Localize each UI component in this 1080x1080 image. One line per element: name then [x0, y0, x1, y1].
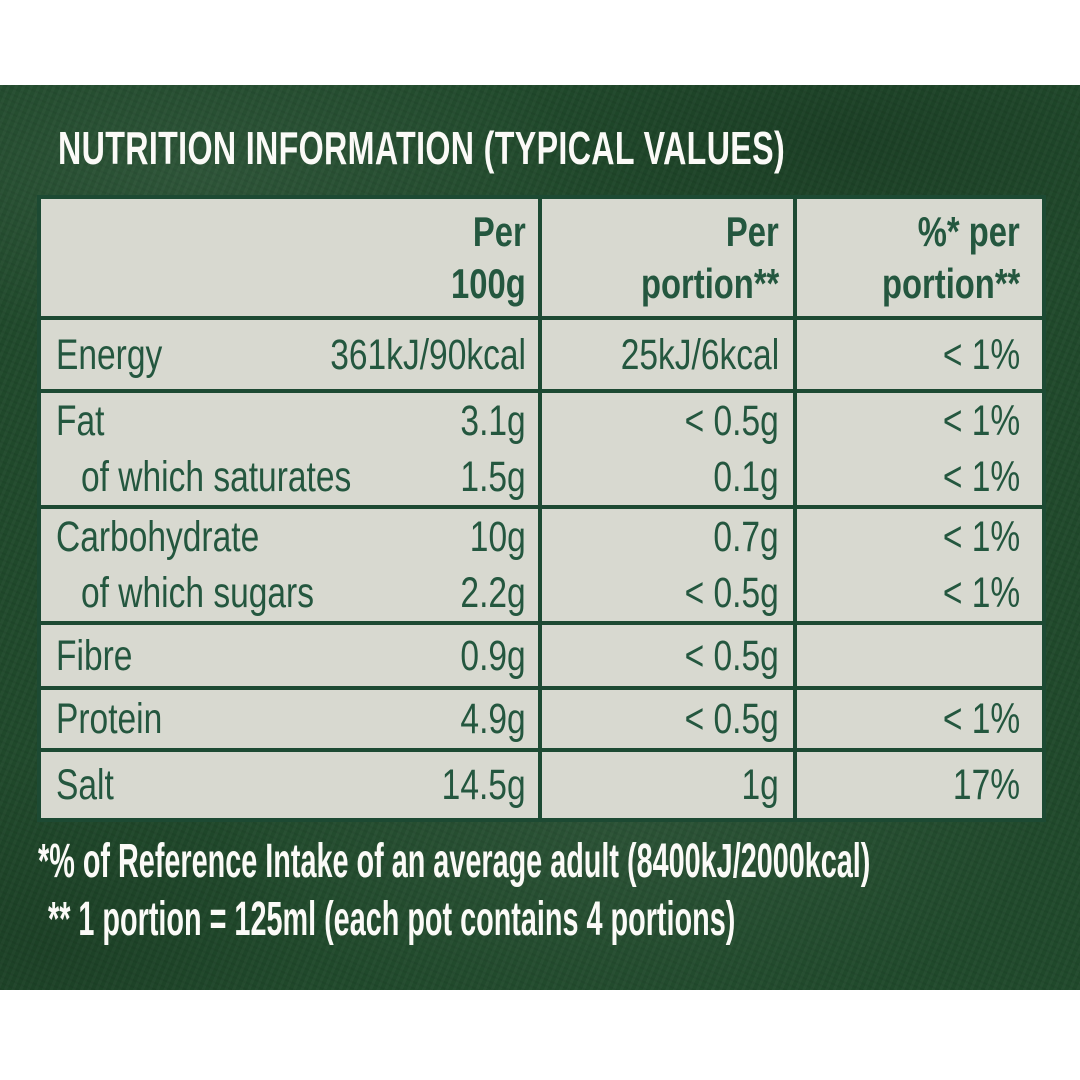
row-label: Salt — [56, 761, 114, 809]
row-fat: Fat 3.1g of which saturates 1.5g < 0.5g … — [37, 389, 1046, 509]
value-per-100g: 1.5g — [460, 453, 526, 501]
value-per-portion: < 0.5g — [684, 569, 779, 617]
cell-fat-label-per100g: Fat 3.1g of which saturates 1.5g — [37, 389, 542, 509]
cell-carb-portion: 0.7g < 0.5g — [538, 505, 797, 625]
value-pct-portion: < 1% — [942, 453, 1020, 501]
value-pct-portion: < 1% — [942, 569, 1020, 617]
row-protein: Protein 4.9g < 0.5g < 1% — [37, 686, 1046, 752]
panel-title: NUTRITION INFORMATION (TYPICAL VALUES) — [58, 121, 1080, 175]
value-per-portion: < 0.5g — [684, 631, 779, 680]
footnote-portion-definition: ** 1 portion = 125ml (each pot contains … — [48, 893, 736, 946]
cell-fat-portion: < 0.5g 0.1g — [538, 389, 797, 509]
value-per-100g: 0.9g — [460, 631, 526, 680]
cell-energy-pct: < 1% — [793, 316, 1046, 393]
value-pct-portion: < 1% — [942, 695, 1020, 743]
value-per-portion: < 0.5g — [684, 397, 779, 445]
cell-fibre-label-per100g: Fibre 0.9g — [37, 621, 542, 690]
nutrition-table: Per 100g Per portion** %* per portion** … — [37, 195, 1046, 822]
value-pct-portion: 17% — [952, 761, 1020, 809]
cell-carb-pct: < 1% < 1% — [793, 505, 1046, 625]
row-salt: Salt 14.5g 1g 17% — [37, 748, 1046, 822]
value-per-100g: 4.9g — [460, 695, 526, 743]
footnote-reference-intake: *% of Reference Intake of an average adu… — [38, 835, 871, 888]
cell-salt-portion: 1g — [538, 748, 797, 822]
table-header-row: Per 100g Per portion** %* per portion** — [37, 195, 1046, 320]
cell-protein-pct: < 1% — [793, 686, 1046, 752]
value-pct-portion: < 1% — [942, 330, 1020, 379]
nutrition-panel: NUTRITION INFORMATION (TYPICAL VALUES) P… — [0, 85, 1080, 990]
value-per-100g: 3.1g — [460, 397, 526, 445]
row-sublabel: of which saturates — [80, 453, 352, 501]
value-per-portion: 0.1g — [713, 453, 779, 501]
row-label: Energy — [56, 330, 163, 379]
value-per-100g: 361kJ/90kcal — [330, 330, 526, 379]
value-per-portion: 0.7g — [713, 513, 779, 561]
value-per-100g: 14.5g — [442, 761, 526, 809]
value-per-100g: 10g — [470, 513, 526, 561]
value-pct-portion: < 1% — [942, 513, 1020, 561]
value-per-portion: 1g — [741, 761, 779, 809]
row-carbohydrate: Carbohydrate 10g of which sugars 2.2g 0.… — [37, 505, 1046, 625]
cell-fibre-portion: < 0.5g — [538, 621, 797, 690]
row-fibre: Fibre 0.9g < 0.5g — [37, 621, 1046, 690]
row-label: Fibre — [56, 631, 133, 680]
row-sublabel: of which sugars — [80, 569, 314, 617]
header-pct-per-portion: %* per portion** — [793, 195, 1046, 320]
header-per-100g: Per 100g — [37, 195, 542, 320]
cell-energy-portion: 25kJ/6kcal — [538, 316, 797, 393]
cell-salt-pct: 17% — [793, 748, 1046, 822]
cell-fibre-pct — [793, 621, 1046, 690]
cell-energy-label-per100g: Energy 361kJ/90kcal — [37, 316, 542, 393]
footnotes: *% of Reference Intake of an average adu… — [38, 833, 1080, 949]
cell-protein-label-per100g: Protein 4.9g — [37, 686, 542, 752]
value-pct-portion: < 1% — [942, 397, 1020, 445]
row-energy: Energy 361kJ/90kcal 25kJ/6kcal < 1% — [37, 316, 1046, 393]
row-label: Fat — [56, 397, 105, 445]
cell-salt-label-per100g: Salt 14.5g — [37, 748, 542, 822]
cell-carb-label-per100g: Carbohydrate 10g of which sugars 2.2g — [37, 505, 542, 625]
cell-fat-pct: < 1% < 1% — [793, 389, 1046, 509]
row-label: Protein — [56, 695, 163, 743]
value-per-100g: 2.2g — [460, 569, 526, 617]
panel-title-text: NUTRITION INFORMATION (TYPICAL VALUES) — [58, 122, 786, 174]
row-label: Carbohydrate — [56, 513, 260, 561]
value-per-portion: 25kJ/6kcal — [620, 330, 779, 379]
value-per-portion: < 0.5g — [684, 695, 779, 743]
cell-protein-portion: < 0.5g — [538, 686, 797, 752]
header-per-portion: Per portion** — [538, 195, 797, 320]
